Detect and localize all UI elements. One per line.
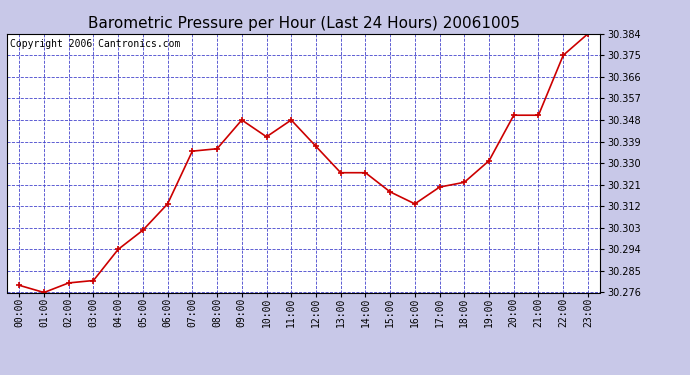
Text: Copyright 2006 Cantronics.com: Copyright 2006 Cantronics.com bbox=[10, 39, 180, 49]
Title: Barometric Pressure per Hour (Last 24 Hours) 20061005: Barometric Pressure per Hour (Last 24 Ho… bbox=[88, 16, 520, 31]
